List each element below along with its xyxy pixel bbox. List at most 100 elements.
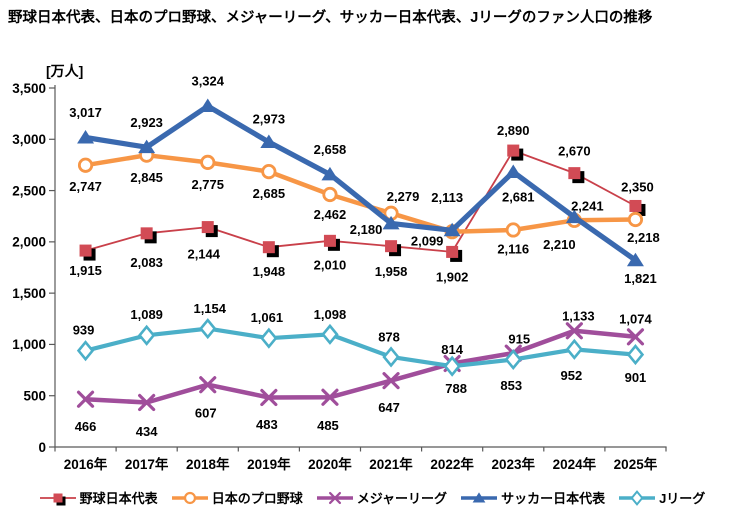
data-point-marker (77, 157, 94, 173)
data-point-marker (200, 154, 216, 170)
data-label: 2,775 (191, 177, 224, 192)
y-tick-label: 1,000 (12, 337, 46, 352)
data-point-marker (629, 199, 642, 212)
data-label: 2,462 (314, 207, 347, 222)
data-label: 2,685 (253, 186, 286, 201)
data-point-marker (199, 318, 217, 340)
y-tick-label: 3,000 (12, 132, 46, 147)
chart-title: 野球日本代表、日本のプロ野球、メジャーリーグ、サッカー日本代表、Jリーグのファン… (8, 10, 653, 26)
data-label: 647 (378, 400, 400, 415)
legend-marker-glyph (472, 491, 486, 502)
data-label: 2,180 (350, 222, 383, 237)
data-label: 915 (508, 332, 530, 347)
x-tick-label: 2017年 (125, 456, 169, 472)
data-point-marker (262, 241, 275, 254)
data-point-marker (443, 355, 461, 377)
data-label: 2,973 (253, 112, 286, 127)
data-point-marker (504, 348, 522, 371)
x-tick-label: 2025年 (614, 456, 658, 472)
legend-marker-mlb (316, 491, 353, 504)
data-label: 901 (625, 370, 647, 385)
data-point-marker (79, 244, 92, 257)
data-label: 2,845 (130, 170, 163, 185)
data-point-marker (382, 372, 400, 390)
data-point-marker (76, 340, 95, 362)
series-jleague: 939 1,089 1,154 1,061 1,098 878 788 853 952 901 (73, 301, 647, 396)
x-tick-label: 2024年 (553, 456, 597, 472)
legend-marker-soccer-japan (461, 491, 498, 502)
series-mlb: 466 434 607 483 485 647 814 915 1,133 1,074 (75, 308, 653, 439)
data-label: 2,210 (543, 237, 576, 252)
data-point-marker (322, 186, 338, 203)
data-label: 3,324 (191, 74, 224, 89)
data-point-marker (627, 211, 644, 228)
data-label: 1,133 (562, 308, 595, 323)
data-label: 2,010 (314, 257, 347, 272)
chart-legend: 野球日本代表 日本のプロ野球 メジャーリーグ サッカー日本代表 Jリーグ (0, 488, 744, 507)
data-point-marker (77, 130, 95, 144)
data-point-marker (138, 139, 156, 154)
legend-marker-glyph (630, 489, 644, 506)
data-label: 2,747 (69, 179, 102, 194)
data-point-marker (504, 164, 522, 179)
data-label: 434 (136, 424, 158, 439)
data-point-marker (328, 491, 341, 504)
legend-item-baseball-japan: 野球日本代表 (39, 488, 158, 507)
y-tick-label: 500 (23, 389, 46, 404)
legend-marker-glyph (53, 493, 66, 505)
data-point-marker (630, 489, 644, 506)
legend-label: Jリーグ (659, 491, 706, 506)
data-point-marker (565, 322, 583, 340)
y-tick-label: 2,500 (12, 183, 46, 198)
data-label: 2,658 (314, 142, 347, 157)
legend-label: 日本のプロ野球 (211, 491, 303, 506)
data-label: 2,144 (187, 247, 220, 262)
data-point-marker (199, 376, 217, 394)
data-label: 607 (195, 405, 217, 420)
data-point-marker (260, 134, 278, 149)
data-label: 788 (445, 381, 467, 396)
legend-label: サッカー日本代表 (501, 491, 606, 506)
legend-marker-baseball-japan (39, 493, 76, 505)
legend-label: メジャーリーグ (356, 491, 448, 506)
series-soccer-japan-line (82, 103, 639, 263)
x-tick-label: 2018年 (186, 456, 230, 472)
y-tick-label: 0 (38, 440, 46, 455)
data-point-marker (446, 245, 459, 258)
legend-marker-npb (171, 491, 208, 504)
data-point-marker (382, 215, 400, 230)
data-label: 1,098 (314, 307, 347, 322)
x-tick-label: 2021年 (369, 456, 413, 472)
data-point-marker (472, 491, 486, 502)
series-soccer-japan: 3,017 2,923 3,324 2,973 2,658 2,180 2,113 2,681… (69, 74, 656, 286)
data-point-marker (626, 344, 645, 366)
data-label: 2,681 (502, 190, 535, 205)
data-point-marker (382, 346, 400, 368)
data-label: 2,279 (387, 189, 420, 204)
data-point-marker (137, 324, 156, 346)
data-label: 2,218 (627, 230, 660, 245)
data-label: 2,350 (621, 180, 654, 195)
series-baseball-japan: 1,915 2,083 2,144 1,948 2,010 1,958 1,902 2,890… (69, 123, 653, 284)
data-label: 2,923 (130, 115, 163, 130)
data-point-marker (565, 338, 584, 360)
data-label: 1,089 (130, 307, 163, 322)
data-label: 485 (317, 418, 339, 433)
data-point-marker (260, 327, 278, 349)
data-point-marker (323, 234, 336, 247)
data-point-marker (140, 227, 153, 240)
data-label: 878 (378, 330, 400, 345)
data-point-marker (261, 163, 277, 180)
data-point-marker (260, 388, 278, 407)
legend-label: 野球日本代表 (79, 491, 158, 506)
x-tick-label: 2016年 (64, 456, 108, 472)
data-label: 1,902 (436, 270, 469, 285)
data-point-marker (199, 98, 217, 113)
data-label: 853 (500, 378, 522, 393)
series-jleague-line (83, 326, 638, 369)
data-point-marker (53, 493, 63, 502)
x-tick-label: 2023年 (491, 456, 535, 472)
y-axis-unit-label: [万人] (46, 63, 84, 79)
